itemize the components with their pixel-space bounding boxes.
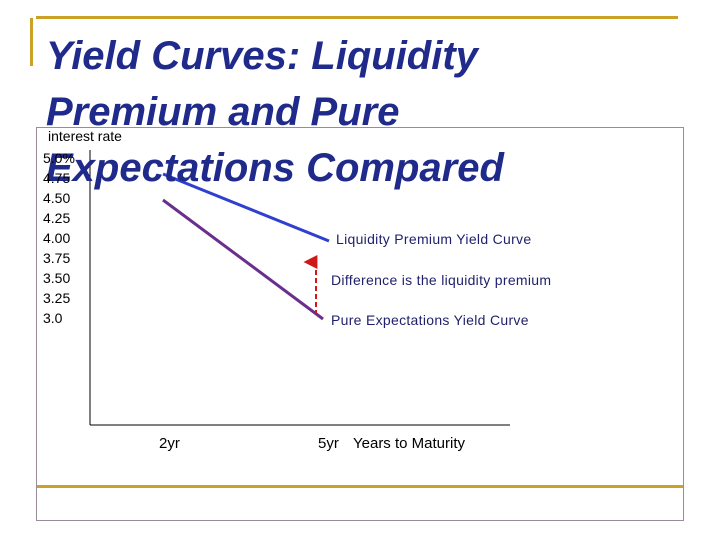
diagram-frame [36, 127, 684, 521]
y-tick-4.25: 4.25 [43, 210, 71, 226]
bottom-accent-bar [36, 485, 684, 488]
liquidity-difference-label: Difference is the liquidity premium [331, 272, 552, 288]
y-tick-3.0: 3.0 [43, 310, 63, 326]
y-tick-5.0: 5.0% [43, 150, 75, 166]
y-tick-4.00: 4.00 [43, 230, 71, 246]
pure-expectations-label: Pure Expectations Yield Curve [331, 312, 529, 328]
top-accent-bar [36, 16, 678, 19]
x-tick-5yr: 5yr [318, 435, 339, 452]
liquidity-premium-curve [162, 172, 330, 243]
y-tick-3.50: 3.50 [43, 270, 71, 286]
y-tick-4.50: 4.50 [43, 190, 71, 206]
y-tick-3.75: 3.75 [43, 250, 71, 266]
slide-title: Yield Curves: Liquidity Premium and Pure… [46, 34, 504, 190]
y-axis-label: interest rate [48, 128, 122, 144]
liquidity-premium-label: Liquidity Premium Yield Curve [336, 231, 532, 247]
pure-expectations-curve [162, 198, 324, 321]
y-tick-3.25: 3.25 [43, 290, 71, 306]
left-accent-bar [30, 18, 33, 66]
x-tick-2yr: 2yr [159, 435, 180, 452]
x-axis-label: Years to Maturity [353, 435, 465, 452]
y-tick-4.75: 4.75 [43, 170, 71, 186]
